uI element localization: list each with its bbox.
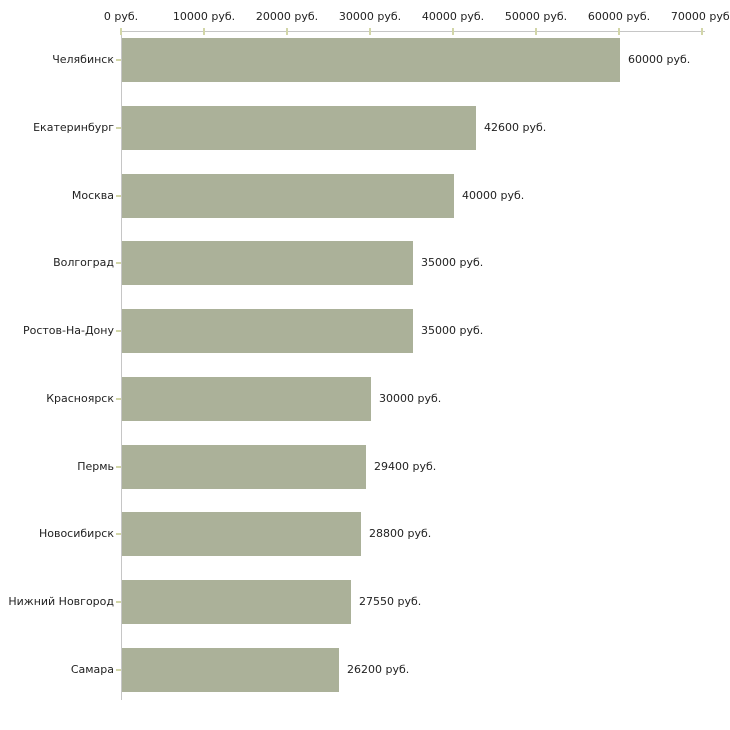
x-axis-tick-label: 10000 руб.	[172, 10, 236, 23]
bar	[122, 445, 366, 489]
category-label: Челябинск	[52, 53, 114, 66]
category-label: Пермь	[77, 460, 114, 473]
x-axis-tick-label: 50000 руб.	[504, 10, 568, 23]
bar-value-label: 29400 руб.	[374, 460, 437, 473]
y-axis-tick-mark	[116, 398, 121, 400]
bar-value-label: 42600 руб.	[484, 121, 547, 134]
category-label: Красноярск	[46, 392, 114, 405]
y-axis-tick-mark	[116, 601, 121, 603]
category-label: Ростов-На-Дону	[22, 324, 114, 337]
bar-value-label: 60000 руб.	[628, 53, 691, 66]
bar	[122, 309, 413, 353]
category-label: Волгоград	[53, 256, 114, 269]
x-axis-tick-mark	[535, 28, 537, 35]
bar	[122, 512, 361, 556]
x-axis-tick-label: 20000 руб.	[255, 10, 319, 23]
y-axis-tick-mark	[116, 59, 121, 61]
bar-value-label: 35000 руб.	[421, 324, 484, 337]
category-label: Москва	[71, 189, 114, 202]
x-axis-tick-mark	[203, 28, 205, 35]
y-axis-tick-mark	[116, 533, 121, 535]
x-axis-tick-mark	[701, 28, 703, 35]
bar	[122, 174, 454, 218]
bar	[122, 648, 339, 692]
category-label: Самара	[70, 663, 114, 676]
x-axis-tick-label: 40000 руб.	[421, 10, 485, 23]
x-axis-line	[121, 31, 705, 32]
y-axis-tick-mark	[116, 195, 121, 197]
x-axis-tick-label: 60000 руб.	[587, 10, 651, 23]
x-axis-tick-mark	[369, 28, 371, 35]
y-axis-tick-mark	[116, 127, 121, 129]
y-axis-tick-mark	[116, 330, 121, 332]
bar-value-label: 26200 руб.	[347, 663, 410, 676]
bar-value-label: 27550 руб.	[359, 595, 422, 608]
y-axis-tick-mark	[116, 669, 121, 671]
bar	[122, 241, 413, 285]
bar	[122, 38, 620, 82]
x-axis-tick-mark	[452, 28, 454, 35]
bar	[122, 580, 351, 624]
bar	[122, 106, 476, 150]
y-axis-tick-mark	[116, 466, 121, 468]
x-axis-tick-label: 0 руб.	[103, 10, 139, 23]
bar-value-label: 28800 руб.	[369, 527, 432, 540]
y-axis-tick-mark	[116, 262, 121, 264]
category-label: Нижний Новгород	[8, 595, 114, 608]
category-label: Екатеринбург	[33, 121, 114, 134]
bar-value-label: 35000 руб.	[421, 256, 484, 269]
x-axis-tick-mark	[120, 28, 122, 35]
bar	[122, 377, 371, 421]
y-axis-line	[121, 31, 122, 700]
x-axis-tick-label: 70000 руб.	[670, 10, 730, 23]
x-axis-tick-label: 30000 руб.	[338, 10, 402, 23]
bar-value-label: 40000 руб.	[462, 189, 525, 202]
x-axis-tick-mark	[286, 28, 288, 35]
category-label: Новосибирск	[38, 527, 114, 540]
x-axis-tick-mark	[618, 28, 620, 35]
bar-value-label: 30000 руб.	[379, 392, 442, 405]
